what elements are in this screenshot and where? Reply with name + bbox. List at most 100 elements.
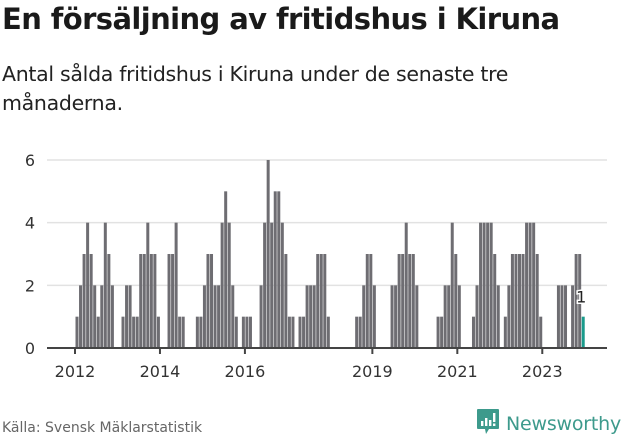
bar[interactable] xyxy=(514,254,518,348)
bar[interactable] xyxy=(372,285,376,348)
bar[interactable] xyxy=(135,316,139,348)
bar[interactable] xyxy=(528,222,532,348)
bar[interactable] xyxy=(142,254,146,348)
bar[interactable] xyxy=(227,222,231,348)
bar[interactable] xyxy=(202,285,206,348)
bar[interactable] xyxy=(263,222,267,348)
bar[interactable] xyxy=(369,254,373,348)
bar[interactable] xyxy=(277,191,281,348)
bar[interactable] xyxy=(128,285,132,348)
bar[interactable] xyxy=(231,285,235,348)
bar[interactable] xyxy=(581,316,585,348)
bar[interactable] xyxy=(305,285,309,348)
bar[interactable] xyxy=(103,222,107,348)
bar[interactable] xyxy=(96,316,100,348)
bar[interactable] xyxy=(224,191,228,348)
bar[interactable] xyxy=(556,285,560,348)
bar[interactable] xyxy=(181,316,185,348)
bar[interactable] xyxy=(132,316,136,348)
bar[interactable] xyxy=(401,254,405,348)
bar[interactable] xyxy=(195,316,199,348)
bar[interactable] xyxy=(153,254,157,348)
bar[interactable] xyxy=(273,191,277,348)
bar[interactable] xyxy=(574,254,578,348)
bar[interactable] xyxy=(539,316,543,348)
bar[interactable] xyxy=(217,285,221,348)
bar[interactable] xyxy=(436,316,440,348)
bar[interactable] xyxy=(213,285,217,348)
bar[interactable] xyxy=(199,316,203,348)
bar[interactable] xyxy=(270,222,274,348)
bar[interactable] xyxy=(471,316,475,348)
bar[interactable] xyxy=(259,285,263,348)
bar[interactable] xyxy=(245,316,249,348)
bar[interactable] xyxy=(298,316,302,348)
bar[interactable] xyxy=(355,316,359,348)
bar[interactable] xyxy=(358,316,362,348)
bar[interactable] xyxy=(302,316,306,348)
bar[interactable] xyxy=(110,285,114,348)
bar[interactable] xyxy=(93,285,97,348)
bar[interactable] xyxy=(146,222,150,348)
bar[interactable] xyxy=(510,254,514,348)
bar[interactable] xyxy=(178,316,182,348)
bar[interactable] xyxy=(266,160,270,348)
bar[interactable] xyxy=(100,285,104,348)
bar[interactable] xyxy=(394,285,398,348)
bar[interactable] xyxy=(125,285,129,348)
bar[interactable] xyxy=(171,254,175,348)
bar[interactable] xyxy=(521,254,525,348)
bar[interactable] xyxy=(415,285,419,348)
bar[interactable] xyxy=(89,254,93,348)
bar[interactable] xyxy=(287,316,291,348)
brand-logo[interactable]: Newsworthy xyxy=(476,408,621,440)
bar[interactable] xyxy=(156,316,160,348)
bar[interactable] xyxy=(404,222,408,348)
bar[interactable] xyxy=(525,222,529,348)
bar[interactable] xyxy=(365,254,369,348)
bar[interactable] xyxy=(309,285,313,348)
bar[interactable] xyxy=(507,285,511,348)
bar[interactable] xyxy=(496,285,500,348)
bar[interactable] xyxy=(475,285,479,348)
bar[interactable] xyxy=(234,316,238,348)
bar[interactable] xyxy=(362,285,366,348)
bar[interactable] xyxy=(443,285,447,348)
bar[interactable] xyxy=(486,222,490,348)
bar[interactable] xyxy=(149,254,153,348)
bar[interactable] xyxy=(560,285,564,348)
bar[interactable] xyxy=(571,285,575,348)
bar[interactable] xyxy=(532,222,536,348)
bar[interactable] xyxy=(493,254,497,348)
bar[interactable] xyxy=(489,222,493,348)
bar[interactable] xyxy=(167,254,171,348)
bar[interactable] xyxy=(457,285,461,348)
bar[interactable] xyxy=(535,254,539,348)
bar[interactable] xyxy=(280,222,284,348)
bar[interactable] xyxy=(75,316,79,348)
bar[interactable] xyxy=(291,316,295,348)
bar[interactable] xyxy=(482,222,486,348)
bar[interactable] xyxy=(450,222,454,348)
bar[interactable] xyxy=(206,254,210,348)
bar[interactable] xyxy=(107,254,111,348)
bar[interactable] xyxy=(578,254,582,348)
bar[interactable] xyxy=(79,285,83,348)
bar[interactable] xyxy=(411,254,415,348)
bar[interactable] xyxy=(454,254,458,348)
bar[interactable] xyxy=(390,285,394,348)
bar[interactable] xyxy=(248,316,252,348)
bar[interactable] xyxy=(316,254,320,348)
bar[interactable] xyxy=(174,222,178,348)
bar[interactable] xyxy=(241,316,245,348)
bar[interactable] xyxy=(323,254,327,348)
bar[interactable] xyxy=(220,222,224,348)
bar[interactable] xyxy=(82,254,86,348)
bar[interactable] xyxy=(326,316,330,348)
bar[interactable] xyxy=(564,285,568,348)
bar[interactable] xyxy=(284,254,288,348)
bar[interactable] xyxy=(479,222,483,348)
bar[interactable] xyxy=(121,316,125,348)
bar[interactable] xyxy=(319,254,323,348)
bar[interactable] xyxy=(312,285,316,348)
